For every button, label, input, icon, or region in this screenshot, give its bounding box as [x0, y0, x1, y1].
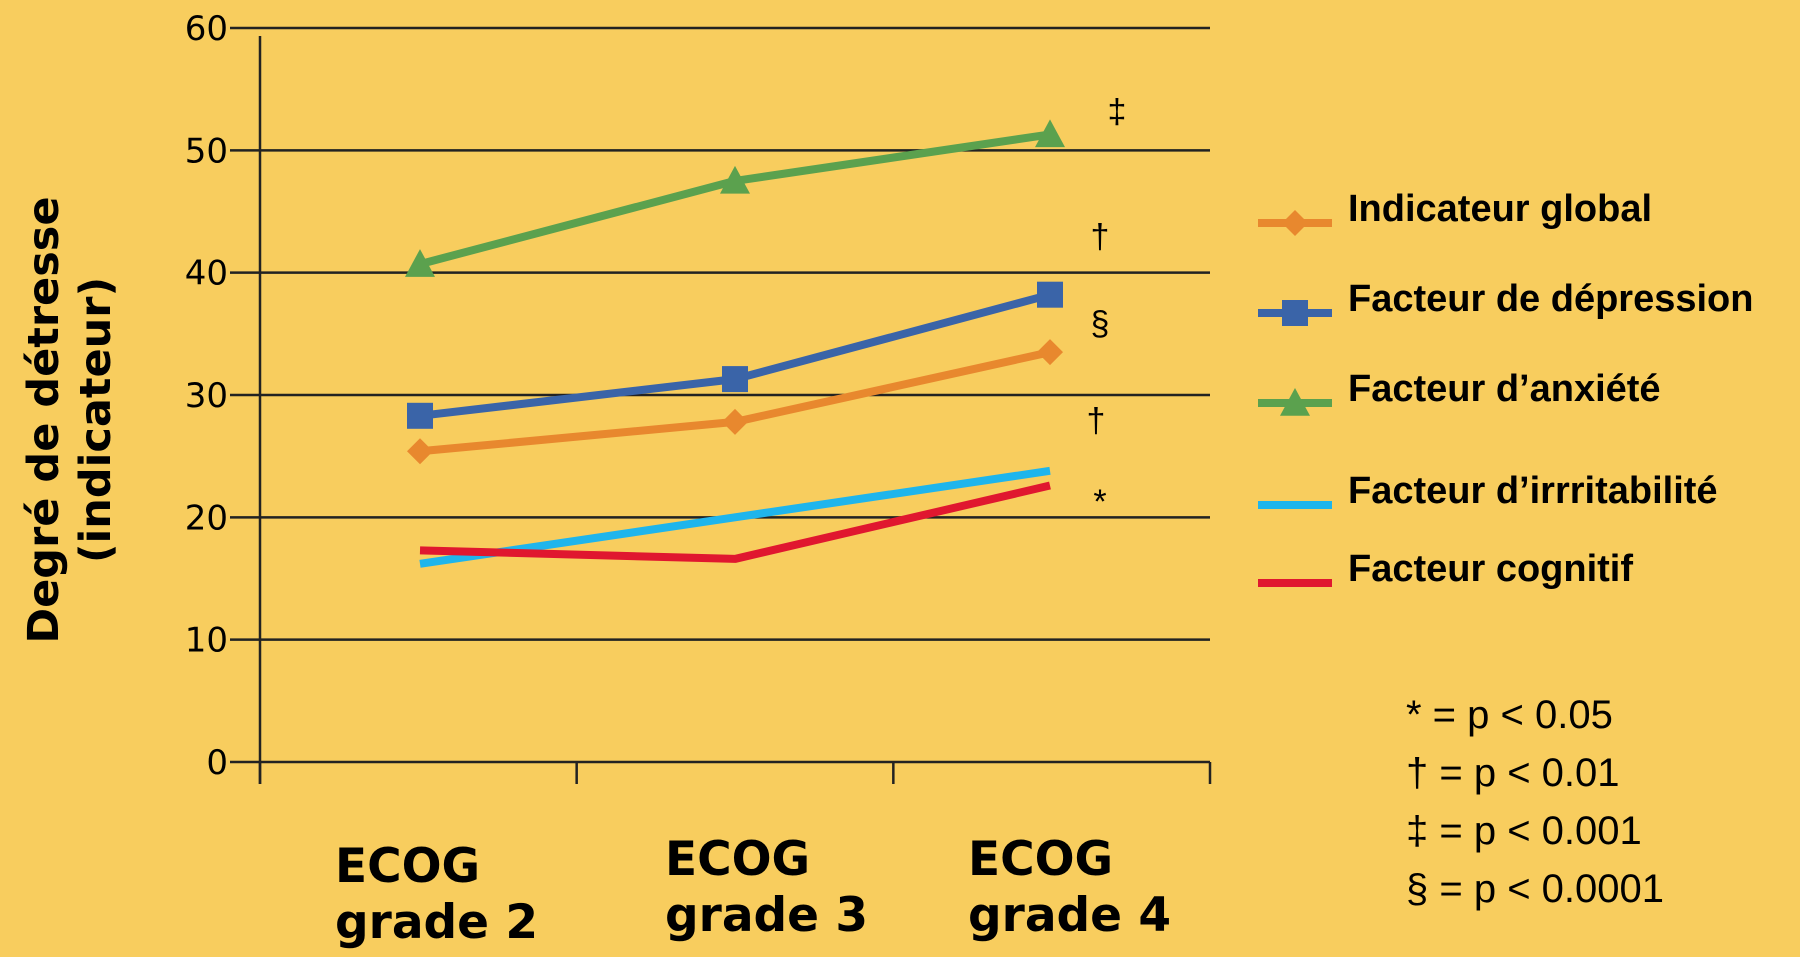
series-markers [405, 119, 1065, 465]
axes [230, 26, 1212, 784]
series-line-facteur-cognitif [419, 481, 1051, 563]
data-point-facteur-d-anxi-t- [405, 249, 435, 277]
legend-label: Indicateur global [1348, 188, 1652, 230]
significance-marker: † [1087, 402, 1106, 440]
data-point-indicateur-global [722, 408, 748, 435]
chart-text: 0 10 20 30 40 50 60 ECOG grade 2 ECOG grade 3 ECOG g… [19, 9, 1171, 950]
significance-marker: ‡ [1108, 93, 1127, 131]
data-point-indicateur-global [1037, 339, 1063, 366]
gridlines [260, 26, 1210, 641]
legend-label: Facteur cognitif [1348, 548, 1633, 590]
data-point-facteur-d-anxi-t- [1035, 119, 1065, 148]
data-point-facteur-de-d-pression [1037, 281, 1063, 308]
significance-marker: § [1091, 305, 1110, 343]
legend-swatch-marker [1282, 210, 1308, 236]
y-tick-label: 0 [206, 743, 228, 783]
series-line-facteur-d-irrritabilit- [419, 466, 1051, 568]
data-point-facteur-d-anxi-t- [720, 165, 750, 194]
x-tick-label: ECOG grade 2 [335, 839, 538, 950]
data-point-indicateur-global [407, 438, 433, 465]
legend: Indicateur global Facteur de dépression Fa… [1258, 188, 1753, 590]
legend-item: Facteur de dépression [1258, 278, 1753, 326]
x-tick-label: ECOG grade 4 [968, 832, 1171, 943]
y-tick-label: 30 [185, 376, 228, 416]
legend-item: Facteur cognitif [1258, 548, 1633, 590]
significance-marker: † [1091, 218, 1110, 256]
legend-item: Indicateur global [1258, 188, 1652, 236]
legend-label: Facteur d’irrritabilité [1348, 470, 1718, 512]
legend-swatch-marker [1282, 300, 1308, 326]
legend-label: Facteur de dépression [1348, 278, 1753, 320]
significance-notes: * = p < 0.05 † = p < 0.01 ‡ = p < 0.001 § =… [1406, 693, 1664, 911]
y-tick-label: 50 [185, 131, 228, 171]
y-tick-label: 20 [185, 498, 228, 538]
x-tick-label: ECOG grade 3 [665, 832, 868, 943]
legend-swatch-marker [1280, 388, 1310, 416]
series-line-facteur-d-anxi-t- [418, 130, 1051, 268]
y-tick-label: 40 [185, 254, 228, 294]
significance-note: † = p < 0.01 [1406, 751, 1620, 795]
series-lines [418, 130, 1052, 568]
significance-note: § = p < 0.0001 [1406, 867, 1664, 911]
significance-note: ‡ = p < 0.001 [1406, 809, 1642, 853]
significance-note: * = p < 0.05 [1406, 693, 1613, 737]
legend-label: Facteur d’anxiété [1348, 368, 1661, 410]
legend-item: Facteur d’anxiété [1258, 368, 1661, 416]
significance-marker: * [1093, 483, 1106, 521]
legend-item: Facteur d’irrritabilité [1258, 470, 1718, 512]
y-tick-label: 10 [185, 621, 228, 661]
series-line-facteur-de-d-pression [419, 290, 1052, 420]
data-point-facteur-de-d-pression [407, 402, 433, 429]
y-axis-label: Degré de détresse(indicateur) [19, 196, 121, 643]
data-point-facteur-de-d-pression [722, 366, 748, 393]
y-tick-label: 60 [185, 9, 228, 49]
